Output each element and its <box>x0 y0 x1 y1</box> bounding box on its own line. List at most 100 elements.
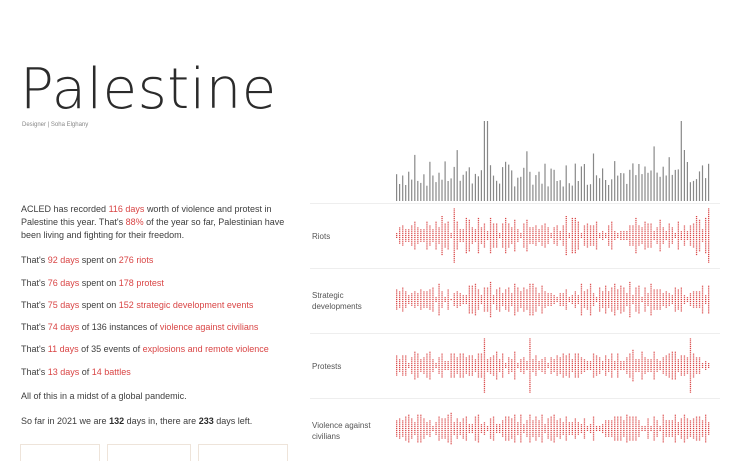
event-mark <box>553 429 555 431</box>
event-mark <box>565 238 567 240</box>
event-mark <box>602 231 604 233</box>
total-day-bar <box>396 174 398 201</box>
event-mark <box>586 289 589 291</box>
event-mark <box>683 428 686 430</box>
event-mark <box>677 300 679 302</box>
event-mark <box>695 221 698 223</box>
event-mark <box>559 236 561 238</box>
total-day-bar <box>562 186 564 201</box>
event-mark <box>577 428 579 430</box>
total-day-bar <box>523 167 525 201</box>
event-mark <box>629 431 631 433</box>
event-mark <box>520 300 522 302</box>
event-mark <box>692 420 695 422</box>
event-mark <box>462 231 464 233</box>
event-mark <box>683 437 686 439</box>
event-mark <box>453 302 455 304</box>
event-mark <box>595 372 598 374</box>
event-mark <box>414 355 416 357</box>
event-mark <box>508 359 510 361</box>
event-mark <box>450 236 452 238</box>
stat-events: 178 protest <box>118 278 164 288</box>
event-mark <box>441 216 443 218</box>
total-day-bar <box>535 175 537 201</box>
event-mark <box>708 242 710 244</box>
event-mark <box>480 363 483 365</box>
event-mark <box>562 428 564 430</box>
event-mark <box>617 289 619 291</box>
event-mark <box>565 236 567 238</box>
event-mark <box>686 357 689 359</box>
event-mark <box>538 295 540 297</box>
event-mark <box>705 250 707 252</box>
event-mark <box>683 229 686 231</box>
event-mark <box>592 355 595 357</box>
event-mark <box>468 310 470 312</box>
event-mark <box>465 302 467 304</box>
event-mark <box>408 300 410 302</box>
event-mark <box>556 359 558 361</box>
event-mark <box>459 365 461 367</box>
event-mark <box>541 416 543 418</box>
event-mark <box>559 302 561 304</box>
event-mark <box>611 435 613 437</box>
event-mark <box>514 229 516 231</box>
event-mark <box>692 291 695 293</box>
event-mark <box>456 229 458 231</box>
event-mark <box>423 418 425 420</box>
event-mark <box>638 289 640 291</box>
event-mark <box>432 289 434 291</box>
event-mark <box>492 300 495 302</box>
event-mark <box>683 416 686 418</box>
event-mark <box>405 233 407 235</box>
event-mark <box>508 370 510 372</box>
event-mark <box>677 225 679 227</box>
event-mark <box>680 289 682 291</box>
event-mark <box>468 285 470 287</box>
event-mark <box>535 238 537 240</box>
event-mark <box>692 300 695 302</box>
event-mark <box>505 236 507 238</box>
intro-percent: 88% <box>125 217 144 227</box>
event-mark <box>629 300 631 302</box>
event-mark <box>677 429 679 431</box>
event-mark <box>411 297 413 299</box>
total-day-bar <box>405 185 407 201</box>
event-mark <box>653 374 655 376</box>
event-mark <box>514 300 516 302</box>
event-mark <box>550 431 552 433</box>
event-mark <box>565 374 567 376</box>
event-mark <box>629 299 631 301</box>
event-mark <box>486 287 489 289</box>
event-mark <box>553 418 555 420</box>
event-mark <box>465 365 467 367</box>
event-mark <box>668 302 670 304</box>
event-mark <box>638 310 640 312</box>
event-mark <box>547 365 549 367</box>
event-mark <box>547 366 549 368</box>
event-mark <box>665 361 667 363</box>
event-mark <box>456 240 458 242</box>
event-mark <box>580 363 583 365</box>
event-mark <box>465 229 467 231</box>
event-mark <box>447 431 449 433</box>
event-mark <box>629 433 631 435</box>
event-mark <box>650 366 652 368</box>
total-day-bar <box>620 173 622 201</box>
event-mark <box>586 302 589 304</box>
event-mark <box>477 291 480 293</box>
event-mark <box>559 433 561 435</box>
event-mark <box>505 422 507 424</box>
event-mark <box>405 420 407 422</box>
event-mark <box>565 227 567 229</box>
event-mark <box>656 370 658 372</box>
event-mark <box>505 437 507 439</box>
event-mark <box>447 420 449 422</box>
event-mark <box>626 365 628 367</box>
event-mark <box>483 225 486 227</box>
event-mark <box>583 297 586 299</box>
event-mark <box>423 424 425 426</box>
event-mark <box>580 233 583 235</box>
event-mark <box>414 431 416 433</box>
event-mark <box>698 435 701 437</box>
